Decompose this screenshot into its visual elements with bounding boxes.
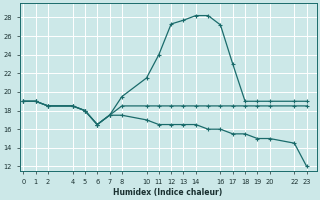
X-axis label: Humidex (Indice chaleur): Humidex (Indice chaleur) — [114, 188, 223, 197]
